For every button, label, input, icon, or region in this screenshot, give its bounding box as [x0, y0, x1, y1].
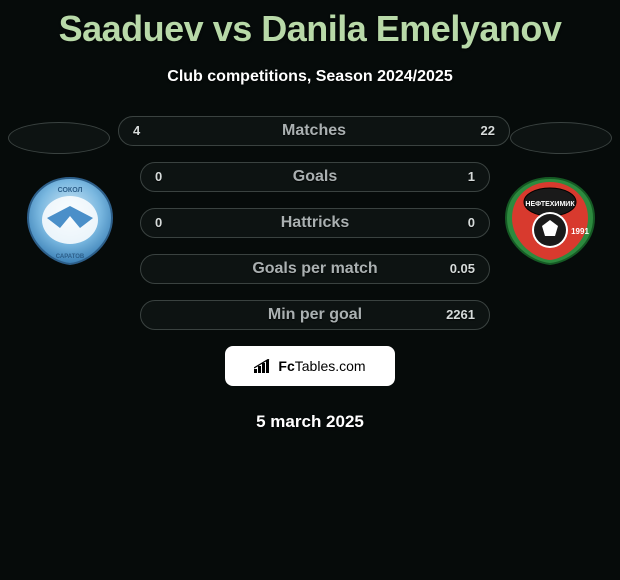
stat-row-mpg: Min per goal 2261	[140, 300, 490, 330]
stat-row-matches: 4 Matches 22	[118, 116, 510, 146]
date-text: 5 march 2025	[10, 412, 610, 432]
stat-label: Goals per match	[252, 254, 377, 284]
stat-left-value: 4	[133, 116, 140, 146]
stat-right-value: 2261	[446, 300, 475, 330]
stat-right-value: 1	[468, 162, 475, 192]
stat-label: Min per goal	[268, 300, 362, 330]
branding-text: FcTables.com	[278, 358, 365, 374]
stat-right-value: 22	[481, 116, 495, 146]
stat-right-value: 0	[468, 208, 475, 238]
stat-label: Hattricks	[281, 208, 349, 238]
bar-chart-icon	[254, 359, 272, 373]
branding-badge[interactable]: FcTables.com	[225, 346, 395, 386]
stat-label: Goals	[293, 162, 337, 192]
page-title: Saaduev vs Danila Emelyanov	[0, 0, 620, 50]
stat-row-gpm: Goals per match 0.05	[140, 254, 490, 284]
stat-row-goals: 0 Goals 1	[140, 162, 490, 192]
stat-left-value: 0	[155, 162, 162, 192]
subtitle: Club competitions, Season 2024/2025	[0, 68, 620, 86]
stat-label: Matches	[282, 116, 346, 146]
stat-left-value: 0	[155, 208, 162, 238]
stats-area: 4 Matches 22 0 Goals 1 0 Hattricks 0 Goa…	[0, 116, 620, 432]
stat-row-hattricks: 0 Hattricks 0	[140, 208, 490, 238]
stat-right-value: 0.05	[450, 254, 475, 284]
